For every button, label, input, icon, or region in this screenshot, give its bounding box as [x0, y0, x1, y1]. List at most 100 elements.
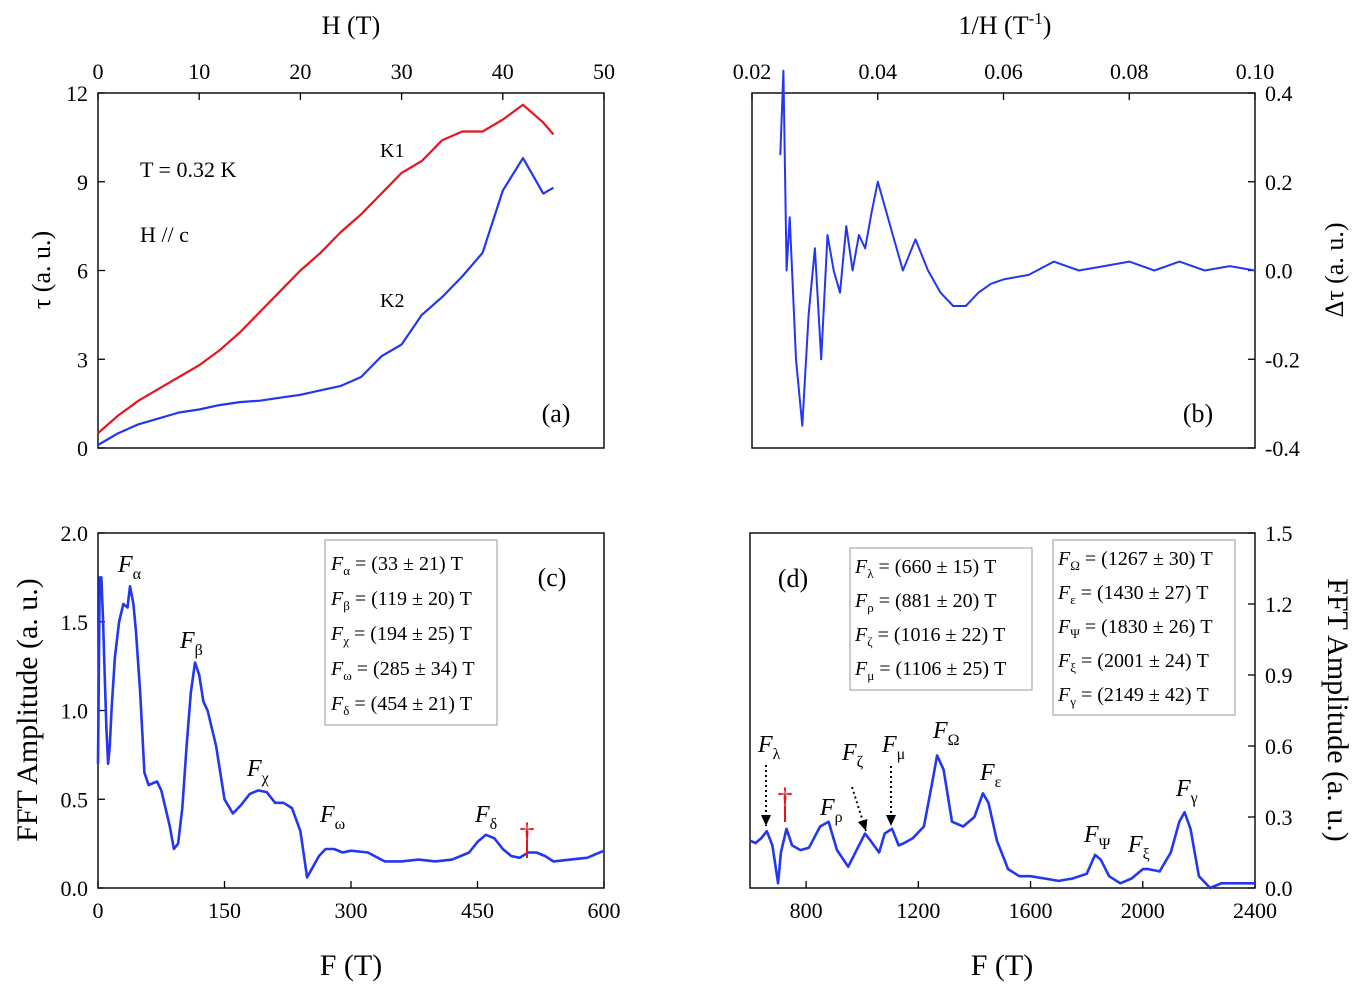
- panel-c-legend-entry: Fα = (33 ± 21) T: [330, 553, 463, 578]
- panel-d-peak-label-ζ: Fζ: [841, 740, 864, 771]
- panel-a-temperature: T = 0.32 K: [140, 157, 236, 182]
- panel-d-x-axis-label: F (T): [971, 949, 1034, 982]
- panel-c-x-axis-tick-label: 150: [208, 898, 241, 923]
- panel-c-x-axis-label: F (T): [320, 949, 383, 982]
- panel-d-y-axis-tick-label: 0.9: [1265, 663, 1293, 688]
- panel-c-x-axis-tick-label: 600: [588, 898, 621, 923]
- panel-a-y-axis-tick-label: 9: [77, 170, 88, 195]
- panel-d-x-axis-tick-label: 2000: [1121, 898, 1165, 923]
- panel-d-peak-label-μ: Fμ: [881, 732, 905, 763]
- panel-d-legend-left-entry: Fμ = (1106 ± 25) T: [854, 658, 1006, 683]
- panel-d-arrow-mu-head: [886, 815, 896, 826]
- panel-d-y-axis-label: FFT Amplitude (a. u.): [1321, 578, 1354, 842]
- panel-d-legend-left-box: [849, 547, 1033, 691]
- panel-c-y-axis-tick-label: 1.0: [61, 699, 89, 724]
- panel-d-frame: [749, 532, 1256, 889]
- panel-d-legend-left-entry: Fρ = (881 ± 20) T: [854, 590, 997, 615]
- panel-d-peak-label-ε: Fε: [979, 760, 1002, 791]
- panel-d-letter: (d): [778, 564, 808, 593]
- panel-c-legend-entry: Fχ = (194 ± 25) T: [330, 623, 472, 648]
- panel-c-legend-entry: Fβ = (119 ± 20) T: [330, 588, 472, 613]
- panel-a-y-axis-tick-label: 12: [66, 81, 88, 106]
- panel-d-peak-label-ξ: Fξ: [1127, 832, 1150, 863]
- panel-b-y-axis-tick-label: -0.4: [1265, 436, 1300, 461]
- panel-c-dagger-marker: †: [520, 817, 535, 850]
- panel-a-top-axis-tick-label: 0: [93, 59, 104, 84]
- panel-a-top-axis-label: H (T): [322, 11, 380, 40]
- panel-d-legend-right-entry: FΨ = (1830 ± 26) T: [1057, 616, 1213, 641]
- panel-d-legend-left-entry: Fζ = (1016 ± 22) T: [854, 624, 1005, 649]
- panel-d-y-axis-tick-label: 1.2: [1265, 592, 1293, 617]
- panel-a-top-axis-tick-label: 10: [188, 59, 210, 84]
- panel-a-series-K1: [97, 103, 555, 435]
- panel-c-legend-entry: Fω = (285 ± 34) T: [330, 658, 475, 683]
- panel-b-series: [779, 69, 1256, 427]
- panel-a-series-K2: [97, 157, 554, 446]
- panel-b-top-axis-tick-label: 0.06: [984, 59, 1023, 84]
- panel-d-peak-label-Ω: FΩ: [932, 718, 960, 749]
- panel-d-y-axis-tick-label: 0.0: [1265, 876, 1293, 901]
- panel-d-peak-label-γ: Fγ: [1175, 776, 1198, 807]
- panel-d-peak-label-λ: Fλ: [757, 732, 781, 763]
- panel-a-top-axis-tick-label: 40: [492, 59, 514, 84]
- panel-d-dagger-marker: †: [778, 782, 793, 815]
- panel-d-y-axis-tick-label: 0.3: [1265, 805, 1293, 830]
- panel-a-letter: (a): [542, 399, 571, 428]
- panel-b-top-axis-tick-label: 0.10: [1236, 59, 1275, 84]
- panel-a-y-axis-tick-label: 3: [77, 347, 88, 372]
- panel-d-legend-right-entry: FΩ = (1267 ± 30) T: [1057, 548, 1213, 573]
- panel-c-letter: (c): [538, 563, 567, 592]
- panel-a-y-axis-label: τ (a. u.): [27, 231, 56, 309]
- panel-d-legend-right-entry: Fξ = (2001 ± 24) T: [1057, 650, 1209, 675]
- panel-c-peak-label-δ: Fδ: [474, 802, 497, 833]
- panel-a-y-axis-tick-label: 0: [77, 436, 88, 461]
- panel-c-peak-label-ω: Fω: [319, 802, 345, 833]
- panel-b-letter: (b): [1183, 399, 1213, 428]
- panel-d-x-axis-tick-label: 800: [790, 898, 823, 923]
- panel-b-y-axis-tick-label: 0.4: [1265, 81, 1293, 106]
- panel-c-peak-label-α: Fα: [117, 552, 142, 583]
- panel-b-y-axis-label: Δτ (a. u.): [1320, 222, 1349, 317]
- panel-d-legend-right-entry: Fγ = (2149 ± 42) T: [1057, 684, 1209, 709]
- panel-b-y-axis-tick-label: 0.0: [1265, 259, 1293, 284]
- panel-b-top-axis-tick-label: 0.04: [859, 59, 898, 84]
- panel-b-y-axis-tick-label: 0.2: [1265, 170, 1293, 195]
- panel-d-x-axis-tick-label: 1600: [1009, 898, 1053, 923]
- panel-c-series: [96, 576, 605, 879]
- panel-d-x-axis-tick-label: 2400: [1233, 898, 1277, 923]
- panel-c-x-axis-tick-label: 300: [335, 898, 368, 923]
- panel-a-y-axis-tick-label: 6: [77, 259, 88, 284]
- panel-a-k2-label: K2: [380, 290, 404, 312]
- panel-c-legend-box: [324, 539, 498, 726]
- panel-a-field-direction: H // c: [140, 222, 189, 247]
- panel-b-y-axis-tick-label: -0.2: [1265, 347, 1300, 372]
- panel-b-top-axis-tick-label: 0.08: [1110, 59, 1149, 84]
- panel-c-y-axis-tick-label: 0.0: [61, 876, 89, 901]
- panel-b-frame: [751, 92, 1256, 449]
- panel-d-y-axis-tick-label: 0.6: [1265, 734, 1293, 759]
- panel-d-legend-left-entry: Fλ = (660 ± 15) T: [854, 556, 996, 581]
- panel-d-arrow-zeta-head: [857, 819, 868, 831]
- panel-c-y-axis-label: FFT Amplitude (a. u.): [11, 578, 44, 842]
- panel-c-legend-entry: Fδ = (454 ± 21) T: [330, 693, 472, 718]
- panel-d-peak-label-Ψ: FΨ: [1083, 822, 1111, 853]
- panel-d-peak-label-ρ: Fρ: [819, 795, 843, 826]
- panel-a-top-axis-tick-label: 20: [289, 59, 311, 84]
- panel-c-y-axis-tick-label: 1.5: [61, 610, 89, 635]
- panel-c-x-axis-tick-label: 0: [93, 898, 104, 923]
- panel-d-legend-right-entry: Fε = (1430 ± 27) T: [1057, 582, 1208, 607]
- panel-c-y-axis-tick-label: 2.0: [61, 521, 89, 546]
- panel-c-peak-label-χ: Fχ: [246, 756, 270, 787]
- panel-d-legend-right-box: [1052, 539, 1236, 716]
- panel-a-top-axis-tick-label: 50: [593, 59, 615, 84]
- panel-b-top-axis-tick-label: 0.02: [733, 59, 772, 84]
- panel-c-x-axis-tick-label: 450: [461, 898, 494, 923]
- panel-b-top-axis-label: 1/H (T-1): [959, 9, 1052, 40]
- panel-d-y-axis-tick-label: 1.5: [1265, 521, 1293, 546]
- panel-d-x-axis-tick-label: 1200: [896, 898, 940, 923]
- panel-a-k1-label: K1: [380, 140, 404, 162]
- panel-d-arrow-lambda-head: [761, 815, 771, 826]
- panel-d-series: [749, 754, 1255, 890]
- panel-a-frame: [97, 92, 605, 449]
